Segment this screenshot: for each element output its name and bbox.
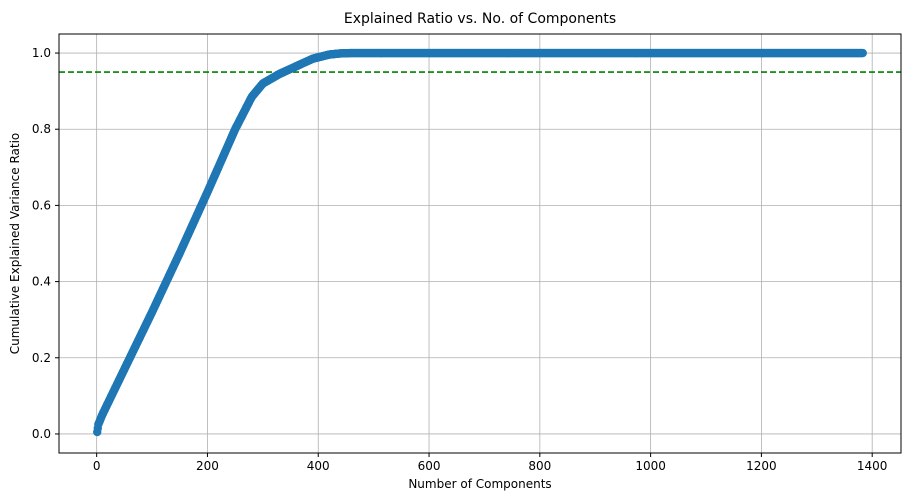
- x-tick-label: 1400: [857, 459, 888, 473]
- axes-background: [59, 34, 901, 453]
- x-tick-label: 1200: [746, 459, 777, 473]
- x-tick-label: 200: [196, 459, 219, 473]
- x-tick-label: 1000: [635, 459, 666, 473]
- plot-area: 0 200 400 600 800 1000 1200 1400 0.0 0.2 0.4 0.6 0.8…: [32, 33, 902, 473]
- x-tick-label: 0: [93, 459, 101, 473]
- x-tick-label: 400: [307, 459, 330, 473]
- chart-title: Explained Ratio vs. No. of Components: [344, 11, 616, 27]
- data-points: [93, 48, 867, 437]
- y-tick-label: 0.8: [32, 122, 51, 136]
- y-axis-label: Cumulative Explained Variance Ratio: [8, 133, 22, 355]
- axis-ticks: 0 200 400 600 800 1000 1200 1400 0.0 0.2 0.4 0.6 0.8…: [32, 46, 888, 473]
- y-tick-label: 0.0: [32, 427, 51, 441]
- y-tick-label: 1.0: [32, 46, 51, 60]
- data-point: [858, 48, 867, 58]
- y-tick-label: 0.6: [32, 198, 51, 212]
- x-tick-label: 800: [528, 459, 551, 473]
- x-axis-label: Number of Components: [408, 477, 551, 491]
- y-tick-label: 0.2: [32, 351, 51, 365]
- axes-frame: [58, 33, 902, 454]
- grid-lines: [59, 34, 901, 453]
- y-tick-label: 0.4: [32, 275, 51, 289]
- x-tick-label: 600: [418, 459, 441, 473]
